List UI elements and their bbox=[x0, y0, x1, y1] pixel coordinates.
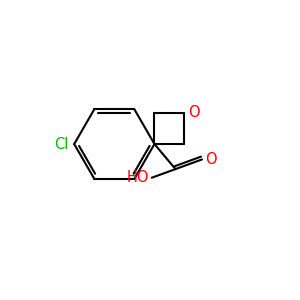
Text: O: O bbox=[206, 152, 217, 167]
Text: Cl: Cl bbox=[55, 136, 69, 152]
Text: HO: HO bbox=[126, 170, 149, 185]
Text: O: O bbox=[188, 105, 200, 120]
